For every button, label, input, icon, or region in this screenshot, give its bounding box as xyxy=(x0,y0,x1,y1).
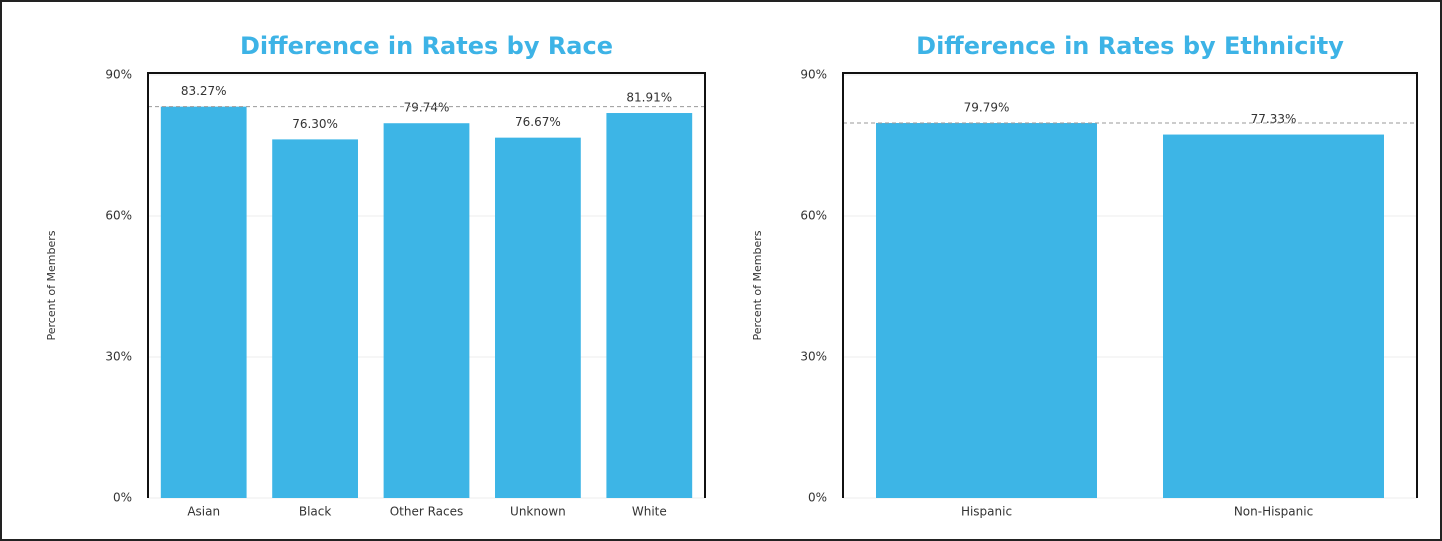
y-axis-label: Percent of Members xyxy=(751,230,764,340)
plot-frame xyxy=(147,72,706,498)
bar xyxy=(495,137,581,498)
y-tick-label: 0% xyxy=(113,491,132,505)
y-tick-label: 0% xyxy=(808,491,827,505)
bar xyxy=(160,106,247,499)
data-label: 76.67% xyxy=(515,115,561,129)
plot-frame xyxy=(842,72,1418,498)
x-tick-label: Black xyxy=(299,505,332,519)
data-label: 77.33% xyxy=(1251,112,1297,126)
bar xyxy=(383,123,470,499)
data-label: 79.74% xyxy=(404,101,450,115)
y-tick-label: 30% xyxy=(105,350,132,364)
x-tick-label: Non-Hispanic xyxy=(1234,505,1313,519)
x-tick-label: White xyxy=(632,505,667,519)
data-label: 81.91% xyxy=(626,91,672,105)
bar xyxy=(606,113,693,498)
chart-title: Difference in Rates by Race xyxy=(240,32,613,60)
x-tick-label: Unknown xyxy=(510,505,566,519)
y-tick-label: 90% xyxy=(800,68,827,82)
y-tick-label: 60% xyxy=(800,209,827,223)
data-label: 79.79% xyxy=(964,100,1010,114)
x-tick-label: Hispanic xyxy=(961,505,1012,519)
data-label: 76.30% xyxy=(292,117,338,131)
y-tick-label: 60% xyxy=(105,209,132,223)
bar xyxy=(272,139,358,498)
bar xyxy=(876,122,1097,498)
x-tick-label: Asian xyxy=(187,505,220,519)
bar xyxy=(1163,134,1384,498)
y-tick-label: 30% xyxy=(800,350,827,364)
y-tick-label: 90% xyxy=(105,68,132,82)
x-tick-label: Other Races xyxy=(390,505,464,519)
chart-title: Difference in Rates by Ethnicity xyxy=(916,32,1344,60)
data-label: 83.27% xyxy=(181,84,227,98)
y-axis-label: Percent of Members xyxy=(45,230,58,340)
